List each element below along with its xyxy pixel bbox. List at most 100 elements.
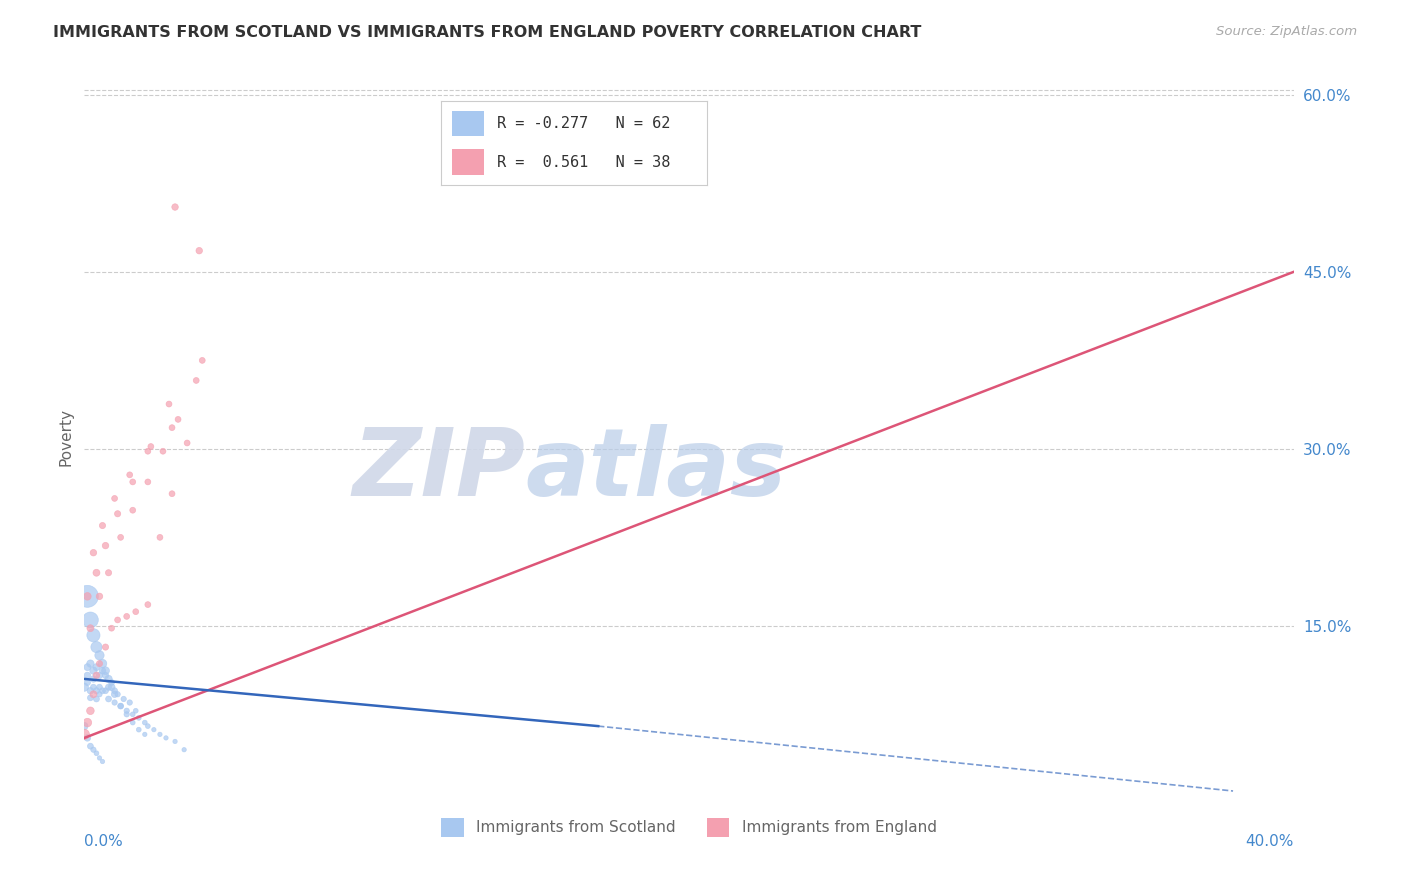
- Point: [82, 546, 104, 560]
- Point: [165, 200, 187, 214]
- Point: [104, 687, 127, 701]
- Point: [86, 683, 108, 698]
- Point: [136, 719, 159, 733]
- Point: [82, 628, 104, 642]
- Text: ZIP: ZIP: [353, 424, 526, 516]
- Point: [165, 734, 187, 748]
- Point: [89, 590, 111, 604]
- Point: [104, 491, 127, 506]
- Point: [110, 699, 132, 714]
- Point: [79, 657, 101, 671]
- Point: [76, 715, 98, 730]
- Point: [73, 719, 96, 733]
- Point: [89, 657, 111, 671]
- Point: [121, 707, 143, 722]
- Point: [79, 683, 101, 698]
- Point: [136, 475, 159, 489]
- Point: [107, 613, 129, 627]
- Point: [79, 621, 101, 635]
- Point: [104, 696, 127, 710]
- Point: [128, 723, 150, 737]
- Text: atlas: atlas: [526, 424, 787, 516]
- Point: [134, 715, 156, 730]
- Point: [76, 590, 98, 604]
- Point: [89, 680, 111, 694]
- Point: [79, 739, 101, 754]
- Point: [104, 683, 127, 698]
- Point: [73, 727, 96, 741]
- Point: [100, 621, 122, 635]
- Point: [191, 353, 214, 368]
- Point: [86, 640, 108, 654]
- Point: [107, 507, 129, 521]
- Point: [76, 675, 98, 690]
- Point: [73, 680, 96, 694]
- Point: [110, 699, 132, 714]
- Point: [97, 566, 120, 580]
- Point: [91, 683, 114, 698]
- Point: [79, 690, 101, 705]
- Point: [121, 715, 143, 730]
- Point: [125, 605, 148, 619]
- Point: [118, 467, 141, 482]
- Point: [91, 657, 114, 671]
- Point: [94, 640, 117, 654]
- Point: [115, 707, 138, 722]
- Point: [76, 660, 98, 674]
- Point: [149, 727, 172, 741]
- Point: [136, 598, 159, 612]
- Point: [110, 530, 132, 544]
- Point: [86, 566, 108, 580]
- Point: [176, 436, 198, 450]
- Point: [97, 680, 120, 694]
- Point: [100, 680, 122, 694]
- Text: 0.0%: 0.0%: [84, 833, 124, 848]
- Point: [152, 444, 174, 458]
- Point: [155, 731, 177, 745]
- Point: [82, 672, 104, 686]
- Point: [76, 731, 98, 745]
- Point: [91, 518, 114, 533]
- Point: [136, 444, 159, 458]
- Point: [121, 475, 143, 489]
- Point: [94, 664, 117, 678]
- Point: [149, 530, 172, 544]
- Point: [82, 742, 104, 756]
- Point: [97, 672, 120, 686]
- Point: [89, 648, 111, 663]
- Text: 40.0%: 40.0%: [1246, 833, 1294, 848]
- Point: [115, 704, 138, 718]
- Point: [82, 664, 104, 678]
- Point: [89, 687, 111, 701]
- Point: [79, 704, 101, 718]
- Point: [160, 420, 183, 434]
- Legend: Immigrants from Scotland, Immigrants from England: Immigrants from Scotland, Immigrants fro…: [434, 812, 943, 843]
- Point: [86, 692, 108, 706]
- Point: [76, 590, 98, 604]
- Text: Source: ZipAtlas.com: Source: ZipAtlas.com: [1216, 25, 1357, 38]
- Point: [100, 675, 122, 690]
- Point: [89, 751, 111, 765]
- Point: [139, 440, 162, 454]
- Point: [82, 680, 104, 694]
- Point: [118, 696, 141, 710]
- Y-axis label: Poverty: Poverty: [58, 408, 73, 467]
- Point: [128, 711, 150, 725]
- Point: [79, 613, 101, 627]
- Point: [167, 412, 190, 426]
- Point: [173, 742, 195, 756]
- Point: [112, 692, 135, 706]
- Point: [86, 746, 108, 760]
- Point: [94, 539, 117, 553]
- Point: [160, 486, 183, 500]
- Point: [91, 664, 114, 678]
- Point: [94, 668, 117, 682]
- Text: IMMIGRANTS FROM SCOTLAND VS IMMIGRANTS FROM ENGLAND POVERTY CORRELATION CHART: IMMIGRANTS FROM SCOTLAND VS IMMIGRANTS F…: [53, 25, 922, 40]
- Point: [97, 692, 120, 706]
- Point: [157, 397, 180, 411]
- Point: [76, 668, 98, 682]
- Point: [107, 687, 129, 701]
- Point: [86, 660, 108, 674]
- Point: [186, 374, 208, 388]
- Point: [86, 668, 108, 682]
